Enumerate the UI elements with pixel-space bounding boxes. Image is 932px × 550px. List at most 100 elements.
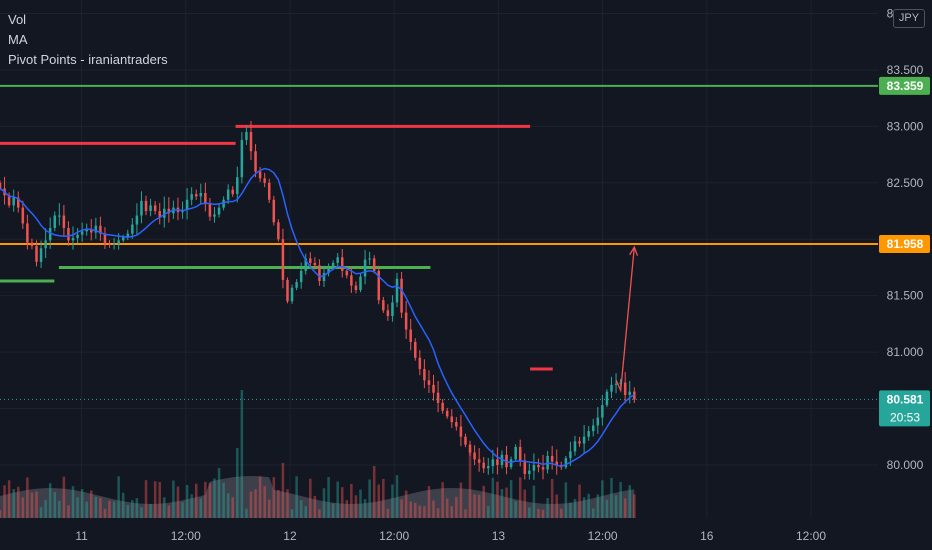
- candle-body: [623, 382, 627, 395]
- volume-bar: [359, 489, 362, 518]
- projection-path: [615, 247, 635, 393]
- volume-bar: [363, 499, 367, 518]
- legend-vol[interactable]: Vol: [8, 12, 27, 27]
- candle-body: [382, 300, 385, 311]
- candle-body: [628, 391, 631, 395]
- volume-bar: [605, 499, 609, 518]
- candle-body: [404, 312, 408, 330]
- volume-bar: [39, 507, 43, 518]
- candle-body: [80, 231, 84, 235]
- candle-body: [427, 380, 431, 385]
- candle-body: [468, 444, 472, 453]
- candle-body: [550, 455, 554, 462]
- volume-bar: [12, 489, 15, 518]
- volume-bar: [94, 496, 98, 518]
- candle-body: [12, 197, 15, 206]
- volume-bar: [67, 505, 70, 518]
- volume-bar: [204, 481, 207, 518]
- legend-pivot-points[interactable]: Pivot Points - iraniantraders: [8, 52, 168, 67]
- price-tick-label: 81.000: [887, 345, 924, 359]
- volume-bar: [108, 500, 111, 518]
- candle-body: [26, 223, 29, 243]
- price-levels: [0, 84, 878, 400]
- volume-bar: [318, 509, 321, 518]
- volume-bar: [194, 483, 198, 518]
- volume-bar: [258, 476, 262, 518]
- candle-body: [131, 224, 134, 234]
- candle-body: [514, 446, 517, 460]
- volume-bar: [564, 482, 568, 518]
- arrow-head: [629, 245, 639, 256]
- candle-body: [409, 329, 412, 342]
- candle-body: [377, 270, 381, 301]
- time-axis[interactable]: 11 12:00 12 12:00 13 12:00 16 12:00: [0, 518, 932, 550]
- candle-body: [272, 199, 276, 223]
- volume-bar: [537, 508, 540, 518]
- candle-body: [99, 225, 102, 234]
- volume-bar: [468, 448, 472, 518]
- volume-bar: [99, 497, 102, 518]
- volume-bar: [523, 489, 527, 518]
- candle-body: [7, 195, 11, 206]
- volume-bar: [167, 505, 171, 518]
- price-tick-label: 83.500: [887, 63, 924, 77]
- candle-body: [441, 402, 444, 411]
- candle-body: [236, 177, 239, 195]
- candle-body: [90, 229, 93, 233]
- candle-body: [340, 257, 344, 271]
- candle-body: [331, 262, 335, 268]
- volume-bar: [473, 494, 476, 518]
- candle-body: [414, 341, 417, 358]
- volume-bar: [135, 498, 139, 518]
- volume-bar: [386, 508, 390, 518]
- volume-bar: [569, 502, 572, 518]
- volume-bar: [482, 485, 485, 518]
- candle-body: [153, 205, 157, 212]
- volume-bar: [249, 491, 253, 518]
- candle-body: [48, 227, 52, 241]
- volume-bar: [582, 497, 586, 518]
- volume-bar: [90, 490, 93, 518]
- volume-bar: [528, 507, 531, 518]
- volume-bar: [299, 500, 303, 518]
- candle-body: [354, 285, 358, 291]
- projection-arrow: [615, 245, 639, 393]
- candle-body: [477, 459, 481, 463]
- candle-body: [217, 207, 221, 215]
- candle-body: [400, 278, 403, 313]
- volume-bar: [71, 486, 75, 518]
- volume-bar: [7, 480, 11, 518]
- candle-body: [167, 208, 171, 214]
- time-tick-label: 13: [492, 529, 506, 543]
- volume-bar: [614, 495, 618, 518]
- volume-bar: [117, 476, 120, 518]
- level-label: [879, 234, 930, 253]
- price-tick-label: 83.000: [887, 119, 924, 133]
- candle-body: [368, 258, 371, 260]
- volume-bar: [455, 496, 458, 518]
- volume-bar: [459, 482, 463, 518]
- volume-bar: [48, 483, 52, 518]
- volume-bar: [254, 489, 257, 518]
- volume-bar: [153, 481, 157, 518]
- candle-body: [144, 200, 148, 212]
- candle-body: [564, 458, 568, 468]
- candle-body: [395, 278, 399, 303]
- candle-body: [103, 233, 107, 244]
- volume-bar: [85, 501, 88, 518]
- countdown-text: 20:53: [890, 410, 920, 424]
- candle-body: [121, 236, 125, 241]
- candle-body: [523, 460, 527, 474]
- volume-bar: [21, 497, 25, 518]
- candle-body: [487, 466, 490, 469]
- legend-ma[interactable]: MA: [8, 32, 28, 47]
- volume-bar: [628, 485, 631, 518]
- candle-body: [190, 194, 193, 200]
- candle-body: [53, 215, 57, 228]
- candle-body: [569, 451, 572, 459]
- volume-bar: [505, 487, 508, 518]
- volume-bar: [441, 482, 444, 518]
- candle-body: [281, 239, 285, 280]
- currency-button[interactable]: JPY: [893, 9, 925, 28]
